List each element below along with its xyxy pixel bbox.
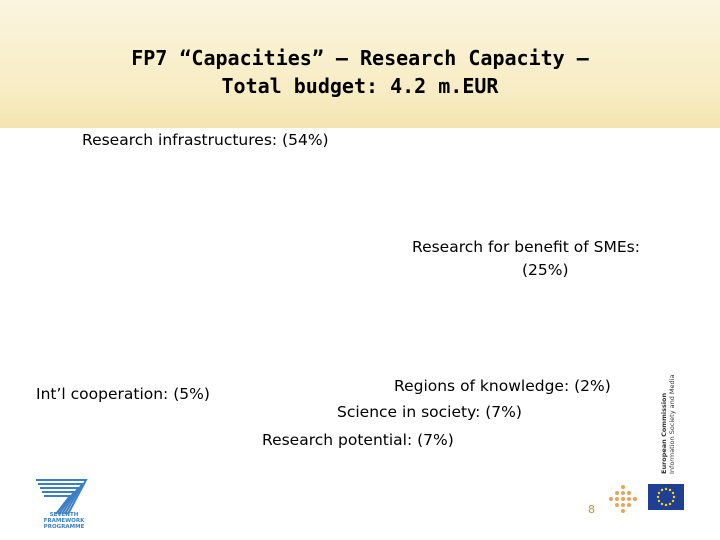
fp7-logo: SEVENTH FRAMEWORK PROGRAMME [28, 474, 98, 530]
ec-vertical-text: European Commission Information Society … [660, 375, 676, 474]
label-research-smes-line2: (25%) [522, 261, 569, 279]
ec-dg: Information Society and Media [668, 374, 676, 474]
fp7-logo-text: SEVENTH FRAMEWORK PROGRAMME [43, 512, 85, 530]
label-science-in-society: Science in society: (7%) [337, 403, 522, 421]
label-research-infrastructures: Research infrastructures: (54%) [82, 131, 329, 149]
header-band [0, 0, 720, 128]
page-number: 8 [588, 503, 595, 516]
fp7-seven-icon [36, 479, 88, 515]
label-research-smes-line1: Research for benefit of SMEs: [412, 238, 640, 256]
label-regions-of-knowledge: Regions of knowledge: (2%) [394, 377, 611, 395]
label-research-potential: Research potential: (7%) [262, 431, 454, 449]
label-intl-cooperation: Int’l cooperation: (5%) [36, 385, 210, 403]
dot-pattern-icon [606, 484, 640, 522]
slide-title-line2: Total budget: 4.2 m.EUR [221, 74, 499, 98]
ec-name: European Commission [660, 392, 668, 474]
eu-flag-icon [648, 484, 684, 514]
slide-title-line1: FP7 “Capacities” – Research Capacity – [131, 46, 589, 70]
